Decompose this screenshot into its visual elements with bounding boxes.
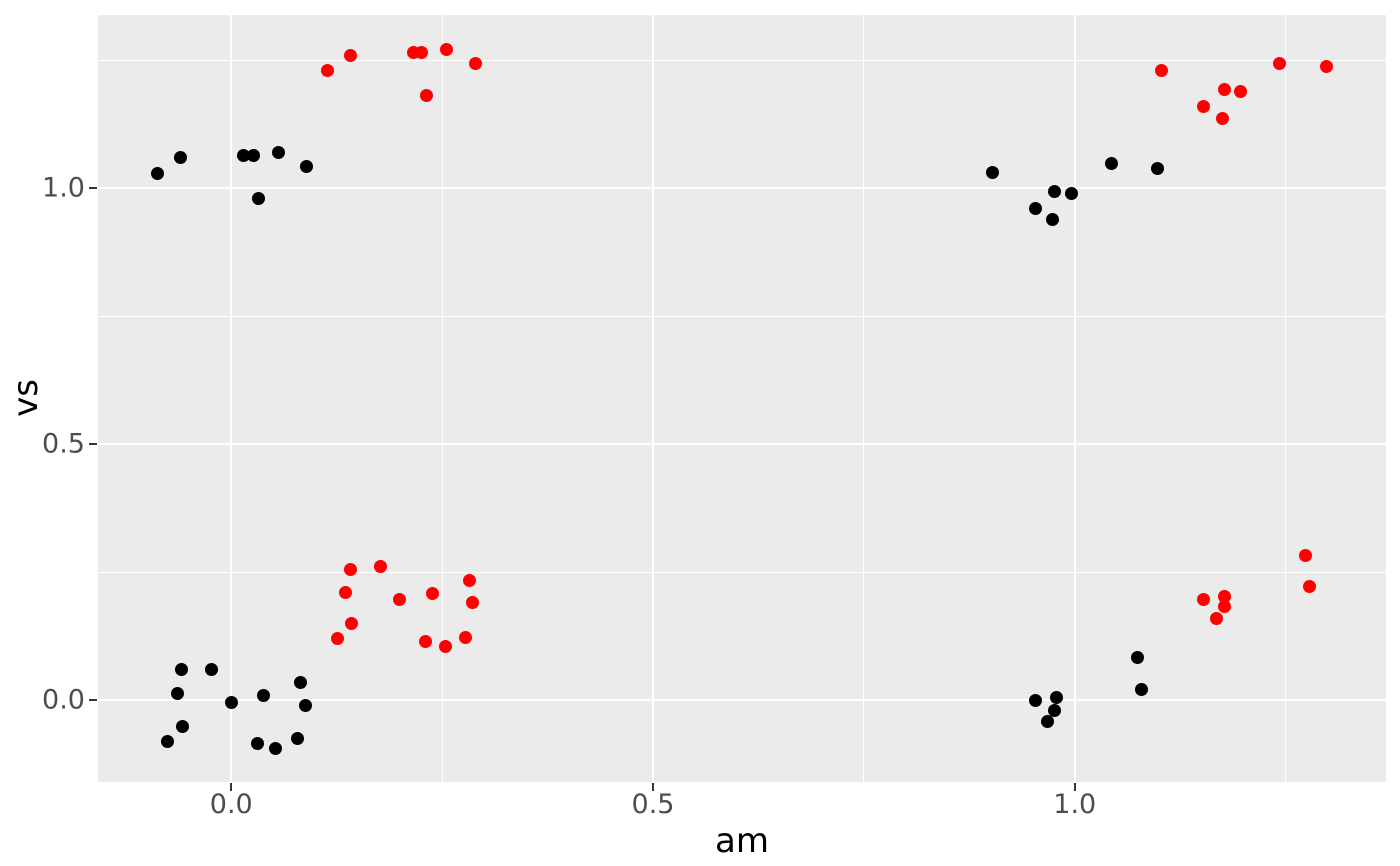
data-point-black-points xyxy=(204,663,218,677)
y-tick-mark xyxy=(89,699,97,702)
x-tick-mark xyxy=(652,783,654,791)
data-point-black-points xyxy=(299,159,313,173)
data-point-red-points xyxy=(1215,112,1229,126)
x-axis-title: am xyxy=(715,821,769,861)
y-minor-gridline xyxy=(98,59,1386,61)
data-point-black-points xyxy=(1105,157,1119,171)
data-point-black-points xyxy=(1048,703,1061,717)
y-minor-gridline xyxy=(98,315,1386,317)
x-minor-gridline xyxy=(441,15,443,782)
data-point-black-points xyxy=(1029,201,1043,215)
x-tick-mark xyxy=(1073,783,1076,791)
data-point-black-points xyxy=(1048,184,1061,198)
data-point-red-points xyxy=(1155,63,1169,77)
data-point-black-points xyxy=(250,736,264,750)
data-point-black-points xyxy=(1028,693,1042,707)
x-tick-label: 0.5 xyxy=(631,789,675,820)
y-tick-mark xyxy=(89,187,97,190)
data-point-red-points xyxy=(439,639,452,653)
data-point-black-points xyxy=(293,675,307,689)
data-point-black-points xyxy=(224,695,238,709)
data-point-black-points xyxy=(256,689,270,703)
data-point-black-points xyxy=(269,741,283,755)
data-point-black-points xyxy=(174,151,188,165)
data-point-black-points xyxy=(298,698,312,712)
data-point-black-points xyxy=(291,732,305,746)
data-point-black-points xyxy=(246,149,260,163)
data-point-red-points xyxy=(393,592,407,606)
data-point-black-points xyxy=(1041,714,1055,728)
data-point-black-points xyxy=(175,719,189,733)
data-point-black-points xyxy=(1049,690,1063,704)
data-point-red-points xyxy=(466,595,479,609)
data-point-black-points xyxy=(1150,161,1164,175)
data-point-red-points xyxy=(320,64,334,78)
plot-panel xyxy=(98,15,1386,782)
data-point-red-points xyxy=(415,46,429,60)
data-point-red-points xyxy=(1197,99,1211,113)
data-point-black-points xyxy=(1130,650,1144,664)
data-point-red-points xyxy=(418,634,432,648)
data-point-black-points xyxy=(1064,186,1078,200)
y-major-gridline xyxy=(98,699,1386,702)
data-point-red-points xyxy=(331,631,345,645)
data-point-red-points xyxy=(1234,84,1248,98)
data-point-black-points xyxy=(251,191,265,205)
data-point-red-points xyxy=(1218,589,1232,603)
data-point-black-points xyxy=(272,145,285,159)
data-point-red-points xyxy=(344,616,358,630)
data-point-red-points xyxy=(1197,592,1211,606)
x-minor-gridline xyxy=(863,15,865,782)
x-major-gridline xyxy=(652,15,654,782)
data-point-black-points xyxy=(170,687,184,701)
x-major-gridline xyxy=(1073,15,1076,782)
data-point-red-points xyxy=(420,89,434,103)
y-axis-title: vs xyxy=(6,379,46,417)
data-point-red-points xyxy=(425,586,439,600)
data-point-red-points xyxy=(459,630,473,644)
y-minor-gridline xyxy=(98,571,1386,573)
y-major-gridline xyxy=(98,187,1386,190)
y-tick-label: 0.0 xyxy=(42,684,85,716)
data-point-black-points xyxy=(1046,213,1060,227)
data-point-black-points xyxy=(160,734,174,748)
data-point-red-points xyxy=(338,585,352,599)
data-point-red-points xyxy=(1209,611,1223,625)
data-point-black-points xyxy=(1134,682,1148,696)
data-point-red-points xyxy=(1302,580,1316,594)
data-point-black-points xyxy=(986,165,1000,179)
x-tick-label: 1.0 xyxy=(1053,789,1097,820)
data-point-red-points xyxy=(462,573,476,587)
data-point-red-points xyxy=(1299,548,1313,562)
y-tick-label: 0.5 xyxy=(42,428,85,460)
y-major-gridline xyxy=(98,443,1386,446)
x-tick-label: 0.0 xyxy=(209,789,253,820)
data-point-red-points xyxy=(1217,82,1231,96)
data-point-red-points xyxy=(1320,59,1334,73)
data-point-black-points xyxy=(150,166,164,180)
x-tick-mark xyxy=(230,783,233,791)
y-tick-mark xyxy=(89,443,97,446)
x-major-gridline xyxy=(230,15,233,782)
data-point-red-points xyxy=(1217,600,1231,614)
data-point-black-points xyxy=(175,663,188,677)
data-point-red-points xyxy=(1273,56,1287,70)
data-point-red-points xyxy=(374,560,388,574)
data-point-red-points xyxy=(343,49,357,63)
data-point-red-points xyxy=(343,562,357,576)
x-minor-gridline xyxy=(1285,15,1287,782)
data-point-red-points xyxy=(439,42,453,56)
data-point-red-points xyxy=(468,56,482,70)
y-tick-label: 1.0 xyxy=(42,172,85,204)
